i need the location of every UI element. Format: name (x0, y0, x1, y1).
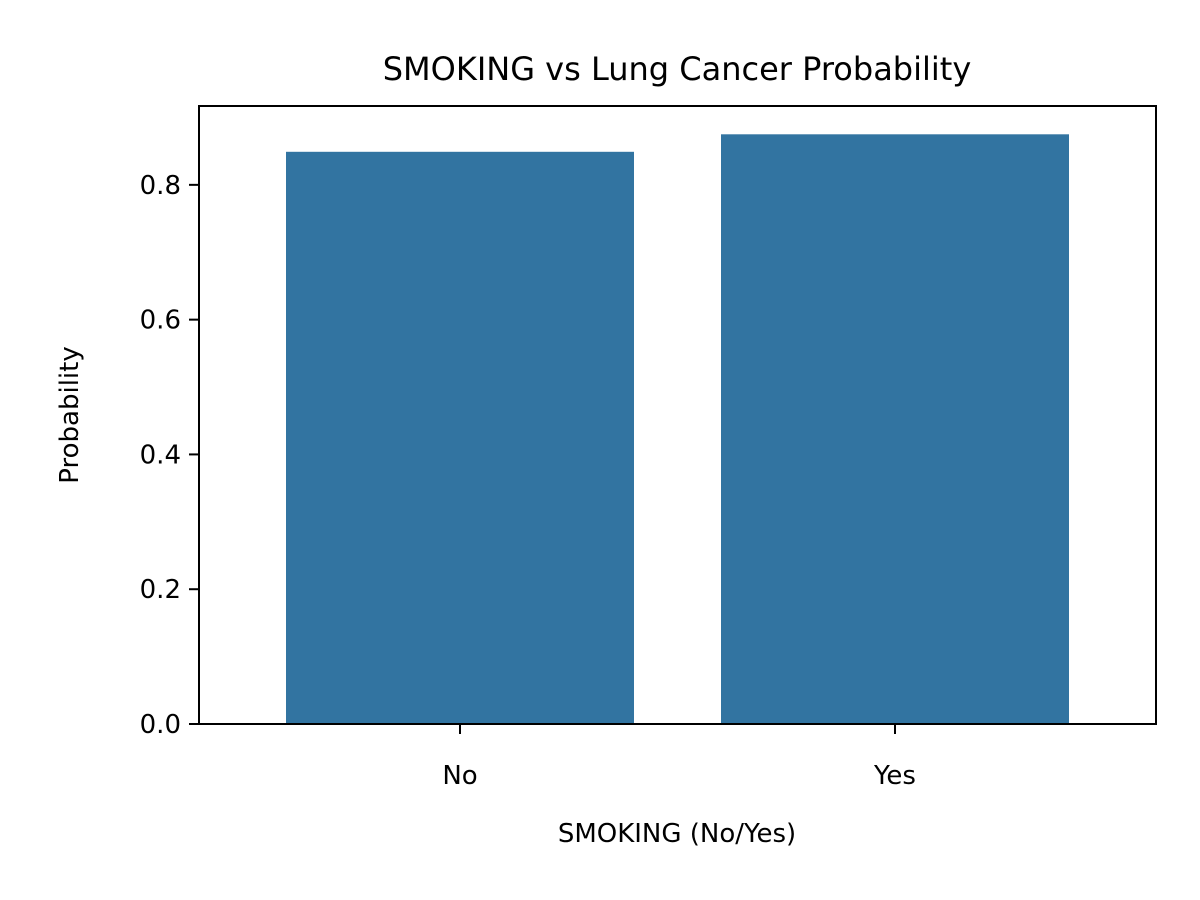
chart-title: SMOKING vs Lung Cancer Probability (383, 50, 972, 88)
y-axis: 0.0 0.2 0.4 0.6 0.8 (140, 171, 199, 740)
x-tick-label: No (442, 761, 477, 791)
y-tick-label: 0.2 (140, 575, 181, 605)
x-tick-label: Yes (873, 761, 916, 791)
y-tick-label: 0.4 (140, 440, 181, 470)
bar-no (286, 151, 634, 725)
axes-frame (198, 105, 1157, 725)
y-tick-label: 0.0 (140, 710, 181, 740)
bar-yes (721, 134, 1069, 725)
x-axis-label: SMOKING (No/Yes) (558, 819, 796, 849)
y-axis-label: Probability (55, 346, 85, 483)
y-tick-label: 0.6 (140, 306, 181, 336)
y-tick-label: 0.8 (140, 171, 181, 201)
plot-area (286, 134, 1069, 725)
x-axis: No Yes (442, 724, 916, 791)
